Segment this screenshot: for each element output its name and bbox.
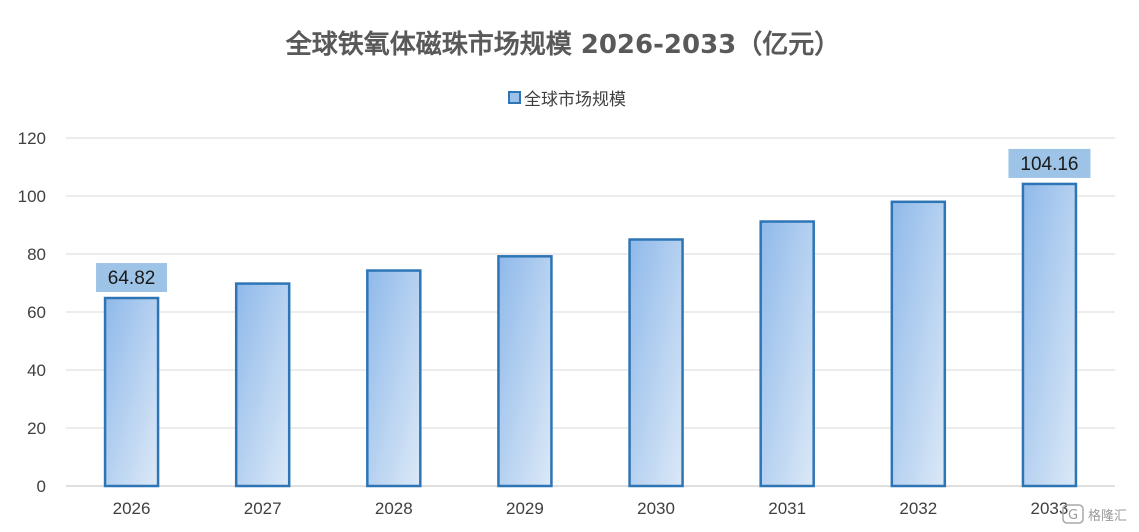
watermark-logo-glyph: G [1068, 508, 1078, 523]
legend-label: 全球市场规模 [524, 90, 626, 110]
bar [366, 269, 422, 488]
y-tick-label: 80 [27, 245, 46, 264]
x-axis-ticks: 2026 2027 2028 2029 2030 2031 2032 2033 [113, 499, 1069, 518]
y-tick-label: 20 [27, 419, 46, 438]
bar [628, 238, 684, 488]
x-tick-label: 2030 [637, 499, 675, 518]
bar [234, 282, 291, 488]
x-tick-label: 2031 [768, 499, 806, 518]
legend-swatch [508, 91, 521, 104]
watermark-text: 格隆汇 [1088, 508, 1127, 524]
y-tick-label: 100 [18, 187, 46, 206]
x-tick-label: 2027 [244, 499, 282, 518]
bar [759, 220, 815, 488]
x-tick-label: 2028 [375, 499, 413, 518]
data-label: 64.82 [108, 268, 156, 289]
x-tick-label: 2029 [506, 499, 544, 518]
bar [1021, 182, 1078, 488]
y-tick-label: 60 [27, 303, 46, 322]
data-label: 104.16 [1020, 154, 1078, 175]
y-tick-label: 0 [37, 477, 46, 496]
legend: 全球市场规模 [508, 90, 626, 110]
bar [103, 296, 160, 488]
bar [497, 255, 553, 488]
x-tick-label: 2026 [113, 499, 151, 518]
data-labels: 64.82 104.16 [96, 148, 1091, 293]
x-tick-label: 2033 [1031, 499, 1069, 518]
watermark-logo-icon [1062, 504, 1084, 524]
gridlines [66, 137, 1115, 487]
data-label-box [96, 263, 168, 293]
bars [103, 182, 1078, 488]
y-tick-label: 120 [18, 129, 46, 148]
data-label-box [1008, 148, 1091, 178]
bar [890, 200, 947, 488]
y-tick-label: 40 [27, 361, 46, 380]
y-axis-ticks: 0 20 40 60 80 100 120 [18, 129, 46, 496]
chart-title: 全球铁氧体磁珠市场规模 2026-2033（亿元） [285, 29, 841, 60]
x-tick-label: 2032 [899, 499, 937, 518]
watermark: G 格隆汇 [1062, 504, 1127, 524]
